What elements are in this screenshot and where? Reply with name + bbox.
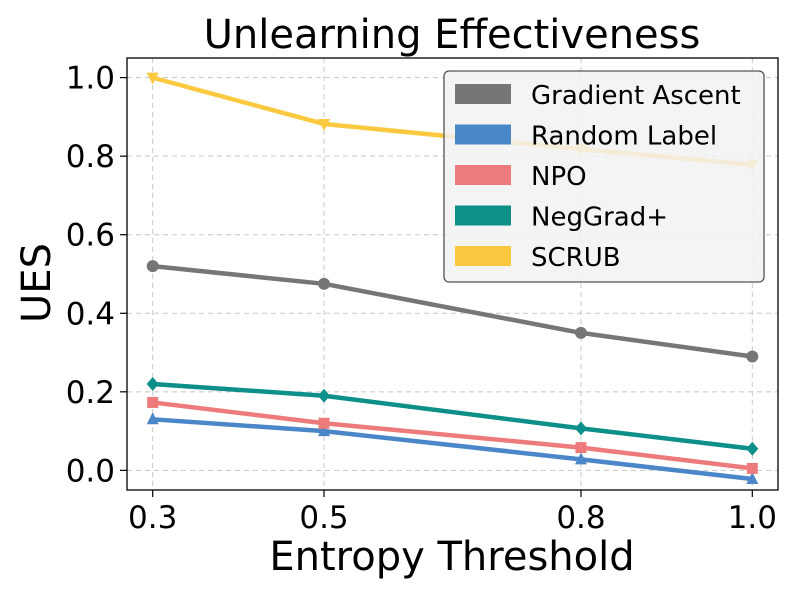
data-point <box>746 441 759 456</box>
data-point <box>146 72 159 85</box>
data-point <box>575 442 587 454</box>
chart-title: Unlearning Effectiveness <box>204 12 701 58</box>
legend-label: SCRUB <box>531 243 621 273</box>
legend-swatch <box>455 124 511 145</box>
data-point <box>318 118 331 131</box>
data-point <box>746 472 759 485</box>
x-tick-label: 0.5 <box>299 500 348 536</box>
y-tick-label: 0.6 <box>66 218 115 254</box>
legend-label: NPO <box>531 162 587 192</box>
data-point <box>318 388 331 403</box>
legend-box <box>443 70 765 283</box>
axes <box>126 57 779 491</box>
data-point <box>746 350 759 363</box>
data-point <box>318 417 330 429</box>
data-point <box>318 277 331 290</box>
x-tick-label: 1.0 <box>728 500 777 536</box>
y-tick-label: 1.0 <box>66 61 115 97</box>
legend-swatch <box>455 165 511 185</box>
data-point <box>146 412 159 425</box>
y-tick-label: 0.2 <box>66 375 115 411</box>
data-point <box>574 326 587 339</box>
legend-label: NegGrad+ <box>531 203 668 233</box>
ticks: 0.0 0.2 0.4 0.6 0.8 1.0 0.3 0.5 0.8 1.0 <box>66 61 777 536</box>
legend-swatch <box>455 84 511 104</box>
y-tick-label: 0.0 <box>66 453 115 489</box>
y-tick-label: 0.8 <box>66 139 115 175</box>
y-axis-label: UES <box>14 243 60 323</box>
series-line <box>152 417 753 482</box>
series-line <box>152 263 753 359</box>
data-point <box>574 452 587 465</box>
data-point <box>318 424 331 437</box>
data-point <box>146 376 159 391</box>
legend-label: Gradient Ascent <box>531 81 741 111</box>
x-tick-label: 0.3 <box>128 500 177 536</box>
plot-frame <box>126 57 779 491</box>
data-point <box>574 421 587 436</box>
legend: Gradient Ascent Random Label NPO NegGrad+ SC… <box>443 70 765 283</box>
data-point <box>146 260 159 273</box>
data-point <box>746 462 758 474</box>
y-tick-label: 0.4 <box>66 296 115 332</box>
data-point <box>147 396 159 408</box>
series-line <box>152 381 753 451</box>
x-tick-label: 0.8 <box>556 500 605 536</box>
series-line <box>152 400 753 471</box>
legend-swatch <box>455 246 511 266</box>
legend-swatch <box>455 205 511 226</box>
x-axis-label: Entropy Threshold <box>269 534 634 580</box>
legend-label: Random Label <box>531 122 717 152</box>
